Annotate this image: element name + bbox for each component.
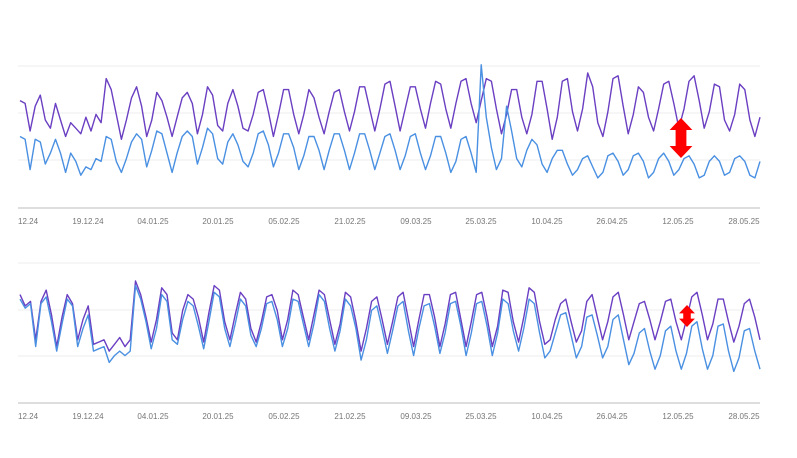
x-tick-label: 28.05.25 xyxy=(728,217,760,226)
x-tick-label: 10.04.25 xyxy=(531,217,563,226)
x-tick-label: 12.24 xyxy=(18,217,39,226)
x-tick-label: 20.01.25 xyxy=(202,412,234,421)
x-tick-label: 05.02.25 xyxy=(268,217,300,226)
series-line-2 xyxy=(19,64,761,179)
series-line-1 xyxy=(19,72,761,141)
x-tick-label: 12.05.25 xyxy=(662,412,694,421)
x-tick-label: 19.12.24 xyxy=(72,412,104,421)
chart-panel-bottom: 12.24 19.12.24 04.01.25 20.01.25 05.02.25 21.… xyxy=(0,250,797,450)
double-arrow-annotation xyxy=(679,305,695,327)
series-line-2 xyxy=(19,284,761,373)
x-tick-label: 21.02.25 xyxy=(334,412,366,421)
line-chart-top: 12.24 19.12.24 04.01.25 20.01.25 05.02.25 21.… xyxy=(18,64,761,226)
x-tick-label: 19.12.24 xyxy=(72,217,104,226)
x-tick-label: 12.05.25 xyxy=(662,217,694,226)
x-tick-label: 04.01.25 xyxy=(137,217,169,226)
x-tick-label: 21.02.25 xyxy=(334,217,366,226)
x-tick-label: 05.02.25 xyxy=(268,412,300,421)
line-chart-bottom: 12.24 19.12.24 04.01.25 20.01.25 05.02.25 21.… xyxy=(18,262,761,421)
x-tick-label: 10.04.25 xyxy=(531,412,563,421)
x-tick-label: 09.03.25 xyxy=(400,217,432,226)
x-tick-label: 20.01.25 xyxy=(202,217,234,226)
double-arrow-annotation xyxy=(669,118,693,158)
x-tick-label: 26.04.25 xyxy=(596,412,628,421)
x-tick-label: 12.24 xyxy=(18,412,39,421)
x-tick-label: 09.03.25 xyxy=(400,412,432,421)
chart-panel-top: 12.24 19.12.24 04.01.25 20.01.25 05.02.25 21.… xyxy=(18,64,761,226)
x-tick-label: 26.04.25 xyxy=(596,217,628,226)
series-line-1 xyxy=(19,280,761,352)
x-tick-label: 28.05.25 xyxy=(728,412,760,421)
x-tick-label: 25.03.25 xyxy=(465,217,497,226)
x-tick-label: 25.03.25 xyxy=(465,412,497,421)
x-tick-label: 04.01.25 xyxy=(137,412,169,421)
